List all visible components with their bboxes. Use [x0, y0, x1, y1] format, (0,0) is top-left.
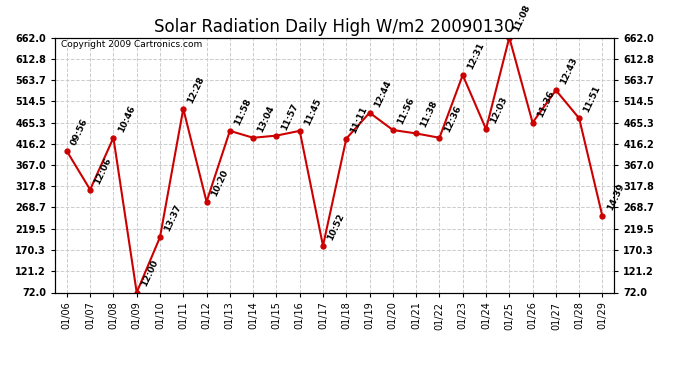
- Text: 12:36: 12:36: [442, 104, 462, 134]
- Text: 14:39: 14:39: [605, 182, 626, 212]
- Text: 11:11: 11:11: [349, 105, 369, 135]
- Text: 12:43: 12:43: [559, 56, 579, 86]
- Text: 11:38: 11:38: [419, 99, 440, 129]
- Text: 12:03: 12:03: [489, 95, 509, 125]
- Text: 11:08: 11:08: [512, 4, 532, 33]
- Text: 11:56: 11:56: [395, 96, 416, 126]
- Text: 12:06: 12:06: [93, 156, 113, 186]
- Text: 11:51: 11:51: [582, 84, 602, 114]
- Text: 10:52: 10:52: [326, 212, 346, 242]
- Text: 10:46: 10:46: [116, 104, 137, 134]
- Text: 10:20: 10:20: [209, 168, 230, 198]
- Text: 12:00: 12:00: [139, 259, 159, 288]
- Text: 12:31: 12:31: [466, 41, 486, 71]
- Title: Solar Radiation Daily High W/m2 20090130: Solar Radiation Daily High W/m2 20090130: [155, 18, 515, 36]
- Text: 12:28: 12:28: [186, 75, 206, 105]
- Text: 09:56: 09:56: [70, 117, 90, 147]
- Text: 11:36: 11:36: [535, 89, 555, 118]
- Text: 11:57: 11:57: [279, 102, 299, 132]
- Text: 13:37: 13:37: [163, 203, 183, 233]
- Text: 13:04: 13:04: [256, 104, 276, 134]
- Text: 11:58: 11:58: [233, 97, 253, 127]
- Text: 11:45: 11:45: [302, 97, 323, 127]
- Text: Copyright 2009 Cartronics.com: Copyright 2009 Cartronics.com: [61, 40, 202, 49]
- Text: 12:44: 12:44: [373, 79, 393, 108]
